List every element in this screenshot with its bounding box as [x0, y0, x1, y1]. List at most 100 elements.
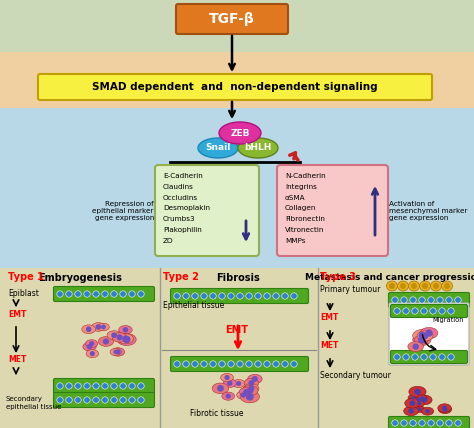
Text: Vitronectin: Vitronectin: [285, 227, 324, 233]
Text: Integrins: Integrins: [285, 184, 317, 190]
Circle shape: [430, 308, 436, 314]
Circle shape: [264, 293, 270, 299]
Ellipse shape: [232, 380, 245, 388]
Bar: [0, 0, 474, 52]
Circle shape: [418, 337, 424, 343]
Text: Type 2: Type 2: [163, 272, 199, 282]
Circle shape: [446, 420, 452, 426]
Circle shape: [410, 420, 416, 426]
FancyBboxPatch shape: [176, 4, 288, 34]
Circle shape: [201, 361, 207, 367]
Circle shape: [227, 380, 232, 386]
Ellipse shape: [413, 330, 432, 342]
Circle shape: [66, 291, 72, 297]
Ellipse shape: [244, 378, 259, 388]
Circle shape: [247, 387, 253, 394]
Text: Occludins: Occludins: [163, 195, 198, 201]
Circle shape: [252, 376, 258, 382]
Circle shape: [75, 397, 81, 403]
Circle shape: [123, 336, 130, 343]
Circle shape: [273, 293, 279, 299]
Ellipse shape: [414, 401, 424, 407]
Circle shape: [433, 283, 439, 289]
FancyBboxPatch shape: [389, 303, 469, 365]
Circle shape: [421, 308, 427, 314]
Ellipse shape: [386, 281, 398, 291]
Circle shape: [228, 293, 234, 299]
Circle shape: [264, 361, 270, 367]
Ellipse shape: [409, 386, 426, 397]
Circle shape: [401, 297, 407, 303]
Ellipse shape: [398, 281, 409, 291]
Ellipse shape: [107, 331, 121, 339]
Ellipse shape: [244, 383, 259, 393]
Ellipse shape: [220, 374, 233, 382]
Ellipse shape: [240, 390, 259, 403]
Ellipse shape: [118, 326, 132, 334]
Ellipse shape: [414, 406, 425, 413]
Circle shape: [437, 420, 443, 426]
Ellipse shape: [404, 406, 419, 416]
Circle shape: [273, 361, 279, 367]
Text: Epiblast: Epiblast: [8, 289, 39, 298]
Ellipse shape: [117, 333, 136, 345]
Circle shape: [217, 385, 224, 392]
Circle shape: [103, 338, 109, 345]
Circle shape: [93, 383, 99, 389]
Circle shape: [446, 297, 452, 303]
Ellipse shape: [111, 348, 125, 356]
Circle shape: [389, 283, 395, 289]
Circle shape: [400, 283, 406, 289]
Circle shape: [192, 361, 198, 367]
Circle shape: [120, 383, 126, 389]
Circle shape: [96, 324, 101, 330]
Circle shape: [455, 297, 461, 303]
Circle shape: [183, 293, 189, 299]
Circle shape: [414, 389, 420, 395]
Circle shape: [113, 350, 118, 354]
Circle shape: [439, 308, 445, 314]
Circle shape: [421, 354, 427, 360]
Text: bHLH: bHLH: [244, 143, 272, 152]
Circle shape: [93, 397, 99, 403]
Text: Type 1: Type 1: [8, 272, 44, 282]
Ellipse shape: [86, 350, 99, 358]
Circle shape: [228, 361, 234, 367]
Circle shape: [174, 293, 180, 299]
Circle shape: [192, 293, 198, 299]
Ellipse shape: [417, 331, 433, 341]
Ellipse shape: [413, 334, 431, 346]
Text: Fibronectin: Fibronectin: [285, 216, 325, 222]
Ellipse shape: [198, 138, 238, 158]
Ellipse shape: [413, 396, 425, 404]
Circle shape: [419, 297, 425, 303]
Circle shape: [117, 334, 123, 340]
Text: Repression of
epithelial marker
gene expression: Repression of epithelial marker gene exp…: [92, 200, 154, 220]
Ellipse shape: [419, 281, 430, 291]
Circle shape: [428, 297, 434, 303]
Ellipse shape: [408, 395, 419, 401]
Circle shape: [57, 397, 63, 403]
Ellipse shape: [223, 379, 237, 387]
Ellipse shape: [238, 138, 278, 158]
FancyBboxPatch shape: [171, 288, 309, 303]
Ellipse shape: [414, 336, 428, 345]
FancyBboxPatch shape: [54, 378, 155, 393]
Circle shape: [90, 351, 95, 356]
Circle shape: [392, 297, 398, 303]
Text: Epithelial tissue: Epithelial tissue: [163, 301, 224, 310]
Text: Metastasis and cancer progression: Metastasis and cancer progression: [305, 273, 474, 282]
Text: Crumbs3: Crumbs3: [163, 216, 196, 222]
Circle shape: [417, 402, 421, 405]
Circle shape: [201, 293, 207, 299]
Circle shape: [291, 361, 297, 367]
Text: Secondary tumour: Secondary tumour: [320, 371, 391, 380]
Circle shape: [410, 297, 416, 303]
Circle shape: [219, 293, 225, 299]
Circle shape: [138, 397, 144, 403]
Circle shape: [219, 361, 225, 367]
Text: EMT: EMT: [8, 310, 27, 319]
Text: MMPs: MMPs: [285, 238, 306, 244]
Circle shape: [455, 420, 461, 426]
Circle shape: [425, 330, 433, 337]
